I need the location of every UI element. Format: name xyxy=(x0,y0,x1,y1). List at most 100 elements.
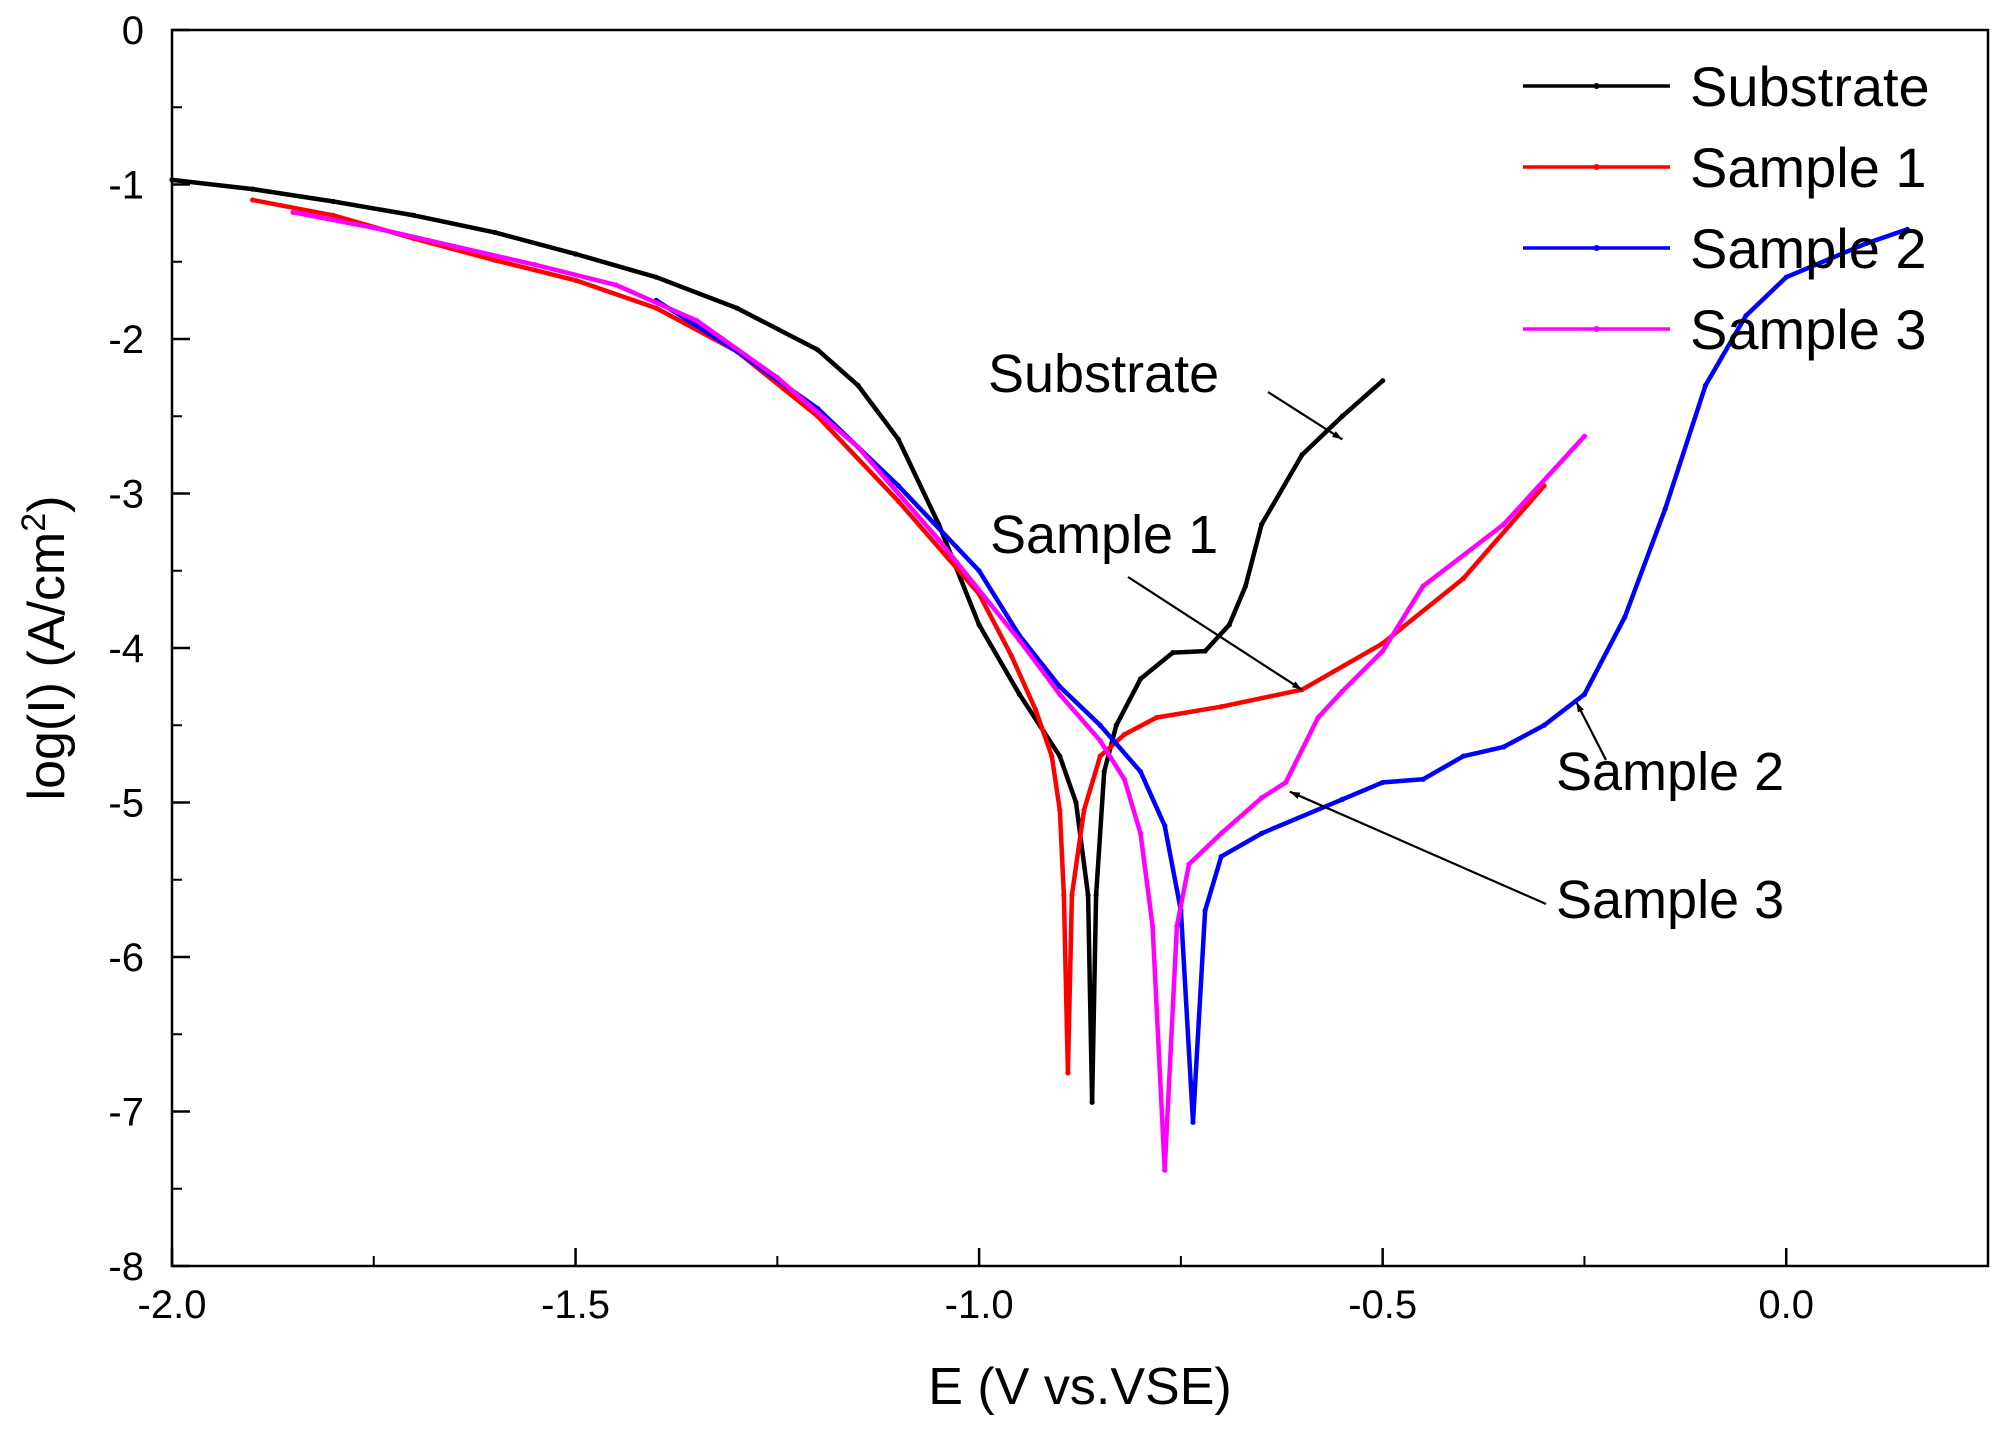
y-axis-title: log(I) (A/cm2) xyxy=(15,496,76,801)
data-point xyxy=(532,262,538,268)
data-point xyxy=(1226,622,1232,628)
data-point xyxy=(1150,923,1156,929)
data-point xyxy=(1061,892,1067,898)
data-point xyxy=(1057,684,1063,690)
x-tick-label: -0.5 xyxy=(1348,1283,1417,1327)
data-point xyxy=(976,568,982,574)
data-point xyxy=(169,177,175,183)
data-point xyxy=(613,282,619,288)
y-tick-label: -6 xyxy=(108,936,144,980)
data-point xyxy=(1460,753,1466,759)
data-point xyxy=(1057,691,1063,697)
data-point xyxy=(1202,908,1208,914)
data-point xyxy=(1864,240,1870,246)
data-point xyxy=(1202,648,1208,654)
data-point xyxy=(1420,583,1426,589)
y-tick-label: -4 xyxy=(108,627,144,671)
data-point xyxy=(290,209,296,215)
data-point xyxy=(1380,640,1386,646)
legend-label-substrate: Substrate xyxy=(1690,55,1930,118)
y-tick-label: -3 xyxy=(108,473,144,517)
data-point xyxy=(1137,769,1144,775)
annotation-arrow-sample-2 xyxy=(1575,701,1607,761)
series-line-substrate xyxy=(169,177,1385,1105)
data-point xyxy=(1057,753,1063,759)
data-point xyxy=(1581,433,1588,439)
legend-label-sample-3: Sample 3 xyxy=(1690,298,1927,361)
data-point xyxy=(1081,807,1087,813)
data-point xyxy=(1339,413,1345,419)
data-point xyxy=(1101,769,1107,775)
data-point xyxy=(936,537,942,543)
data-point xyxy=(1057,807,1063,813)
data-point xyxy=(1242,583,1249,589)
data-point xyxy=(1121,731,1127,738)
data-point xyxy=(1702,382,1709,388)
data-point xyxy=(1283,779,1289,786)
data-point xyxy=(1089,1099,1095,1105)
y-tick-label: 0 xyxy=(122,9,144,53)
data-point xyxy=(1218,853,1224,860)
x-tick-label: 0.0 xyxy=(1758,1283,1814,1327)
data-point xyxy=(653,305,659,311)
x-tick-label: -1.5 xyxy=(541,1283,610,1327)
series-layer xyxy=(169,177,1910,1173)
data-point xyxy=(1008,653,1014,659)
data-point xyxy=(1065,1070,1071,1076)
data-point xyxy=(1033,707,1039,713)
data-point xyxy=(1259,795,1265,801)
data-point xyxy=(1162,823,1168,829)
data-point xyxy=(815,347,821,353)
data-point xyxy=(1380,378,1386,384)
data-point xyxy=(1259,830,1265,837)
data-point xyxy=(855,382,861,388)
series-sample-3 xyxy=(290,209,1588,1173)
legend-marker-sample-2 xyxy=(1593,245,1600,251)
data-point xyxy=(1137,830,1144,837)
annotation-label-sample-1: Sample 1 xyxy=(990,505,1218,565)
data-point xyxy=(411,212,417,218)
series-sample-1 xyxy=(250,197,1547,1076)
data-point xyxy=(774,375,780,381)
data-point xyxy=(492,229,498,235)
data-point xyxy=(572,277,579,283)
x-tick-label: -2.0 xyxy=(138,1283,207,1327)
data-point xyxy=(1162,1167,1168,1173)
data-point xyxy=(895,436,902,443)
annotation-label-sample-2: Sample 2 xyxy=(1556,742,1784,802)
x-axis-title: E (V vs.VSE) xyxy=(928,1358,1231,1416)
series-sample-2 xyxy=(653,226,1910,1125)
data-point xyxy=(1581,691,1588,697)
y-tick-label: -2 xyxy=(108,318,144,362)
data-point xyxy=(1049,753,1055,759)
data-point xyxy=(1783,274,1789,280)
annotation-label-substrate: Substrate xyxy=(988,344,1219,404)
data-point xyxy=(1541,722,1547,728)
data-point xyxy=(1315,714,1321,721)
data-point xyxy=(1420,776,1426,782)
data-point xyxy=(1190,1119,1196,1125)
y-tick-label: -7 xyxy=(108,1091,144,1135)
annotation-arrow-sample-3 xyxy=(1289,790,1547,906)
data-point xyxy=(1073,799,1079,806)
data-point xyxy=(1097,753,1103,759)
data-point xyxy=(1501,521,1507,528)
plot-frame xyxy=(170,28,1990,1268)
y-tick-label: -5 xyxy=(108,782,144,826)
annotation-arrow-substrate xyxy=(1267,391,1343,441)
data-point xyxy=(330,198,337,205)
data-point xyxy=(1085,892,1091,898)
data-point xyxy=(1113,722,1119,728)
data-point xyxy=(330,212,337,218)
data-point xyxy=(1093,892,1099,898)
data-point xyxy=(1460,575,1466,582)
axes-layer: 0 -1 -2 -3 -4 -5 -6 -7 -8-2.0 -1.5 -1.0 -0.5 0.0 xyxy=(108,9,1990,1327)
data-point xyxy=(1137,676,1144,682)
data-point xyxy=(1069,892,1075,898)
data-point xyxy=(1186,861,1192,867)
data-point xyxy=(1218,704,1224,710)
data-point xyxy=(1380,779,1386,786)
data-point xyxy=(451,243,458,249)
data-point xyxy=(1299,452,1305,458)
